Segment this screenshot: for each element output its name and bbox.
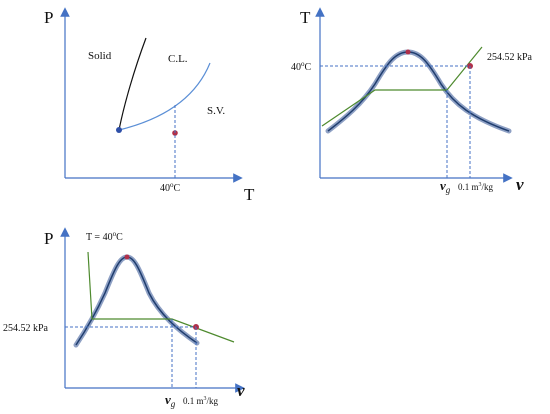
pv-isotherm-value: T = 40 <box>86 232 113 243</box>
tv-v-value: 0.1 m <box>458 182 479 192</box>
tv-y-tick-sup: o <box>301 60 305 68</box>
pv-v-value-sup: 3 <box>204 396 207 402</box>
tv-y-tick-label: 40oC <box>291 60 312 73</box>
pv-y-axis-label: P <box>44 229 53 248</box>
pv-isotherm-unit: C <box>116 232 123 243</box>
pv-vg-letter: v <box>165 392 171 407</box>
pv-diagram: P v T = 40oC 254.52 kPa vg 0.1 m3/kg <box>3 227 245 409</box>
pv-critical-point <box>124 254 130 260</box>
pt-x-tick-sup: o <box>170 181 174 189</box>
region-solid-label: Solid <box>88 50 112 62</box>
pv-v-value: 0.1 m <box>183 396 204 406</box>
tv-point-label: 254.52 kPa <box>487 52 533 63</box>
pt-x-tick-value: 40 <box>160 183 170 194</box>
tv-y-tick-unit: C <box>305 62 312 73</box>
pv-v-value-label: 0.1 m3/kg <box>183 396 219 406</box>
pv-isotherm <box>87 251 235 343</box>
region-sv-label: S.V. <box>207 105 225 117</box>
pv-dome-outline <box>73 254 200 348</box>
pt-x-tick-unit: C <box>174 183 181 194</box>
tv-diagram: T v 40oC 254.52 kPa vg 0.1 m3/kg <box>291 7 533 195</box>
tv-dome-curve <box>327 51 510 132</box>
tv-v-value-label: 0.1 m3/kg <box>458 182 494 192</box>
tv-vg-letter: v <box>440 178 446 193</box>
pv-vg-sub: g <box>171 399 176 409</box>
pt-x-axis-label: T <box>244 185 255 204</box>
region-cl-label: C.L. <box>168 53 188 65</box>
pt-y-axis-label: P <box>44 8 53 27</box>
tv-vg-label: vg <box>440 178 451 195</box>
pv-vg-label: vg <box>165 392 176 409</box>
pv-x-axis-label: v <box>237 381 245 400</box>
tv-x-axis-label: v <box>516 175 524 194</box>
vaporization-curve <box>118 62 211 131</box>
tv-v-value-unit: /kg <box>482 182 494 192</box>
pt-x-tick-label: 40oC <box>160 181 181 194</box>
tv-critical-point <box>405 49 411 55</box>
tv-isobar <box>321 46 483 127</box>
tv-vg-sub: g <box>446 185 451 195</box>
pv-y-tick-label: 254.52 kPa <box>3 323 49 334</box>
tv-y-axis-label: T <box>300 8 311 27</box>
fusion-curve <box>118 37 147 131</box>
triple-point <box>116 127 122 133</box>
pv-isotherm-sup: o <box>113 230 117 238</box>
pv-isotherm-label: T = 40oC <box>86 230 123 243</box>
pt-diagram: P T Solid C.L. S.V. 40oC <box>44 7 255 204</box>
tv-y-tick-value: 40 <box>291 62 301 73</box>
tv-v-value-sup: 3 <box>479 182 482 188</box>
pv-v-value-unit: /kg <box>207 396 219 406</box>
